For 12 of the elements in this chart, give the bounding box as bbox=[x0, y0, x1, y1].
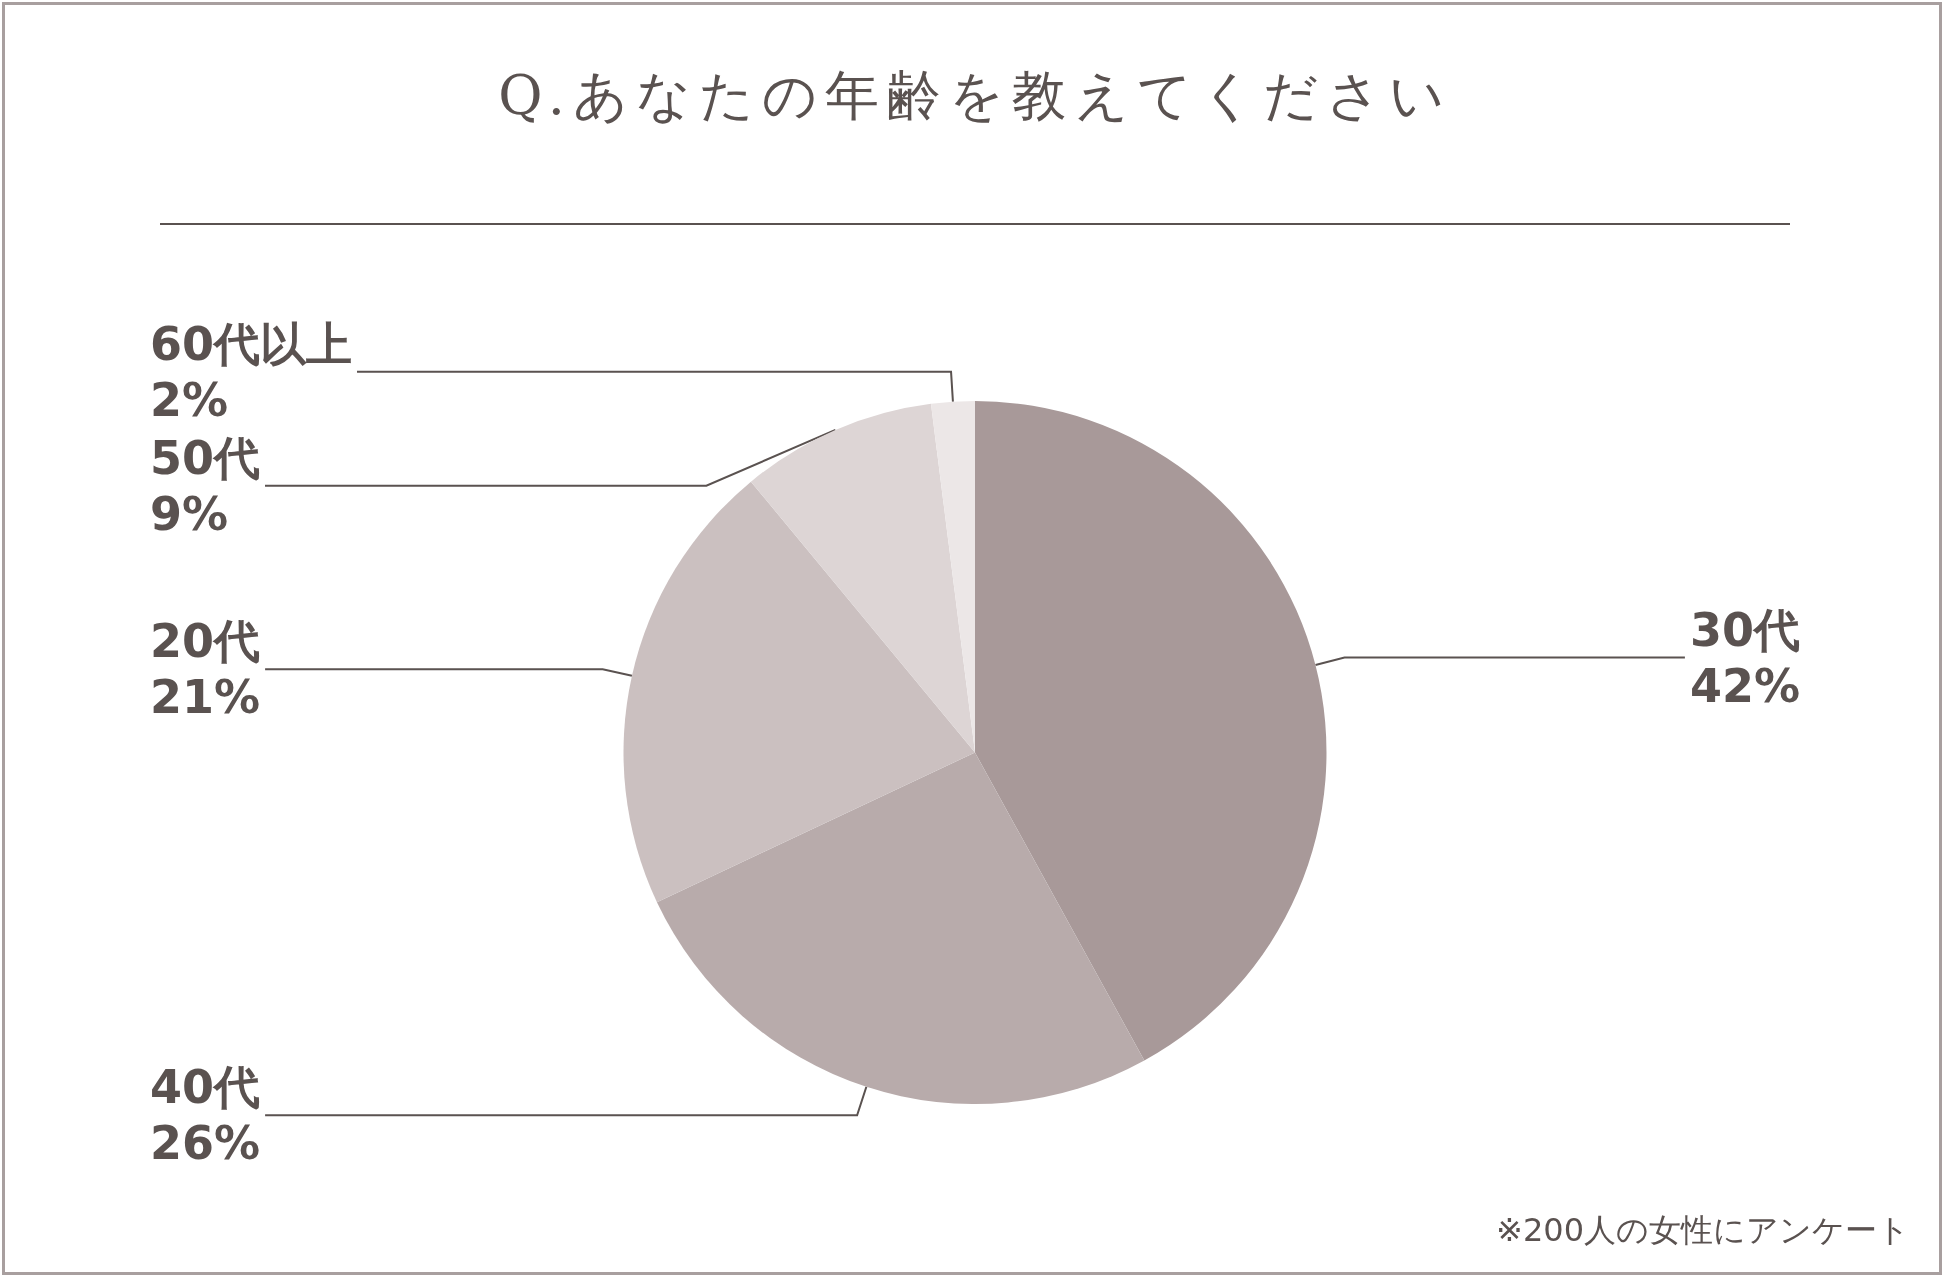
chart-title: Q.あなたの年齢を教えてください bbox=[497, 63, 1453, 129]
data-label: 2% bbox=[150, 372, 229, 427]
data-label: 26% bbox=[150, 1116, 261, 1171]
data-label: 9% bbox=[150, 486, 229, 541]
slice-label: 50代 bbox=[150, 430, 261, 485]
slice-label: 40代 bbox=[150, 1060, 261, 1115]
data-label: 42% bbox=[1689, 658, 1800, 713]
text: ※200人の女性にアンケート bbox=[1496, 1210, 1910, 1251]
slice-label: 20代 bbox=[150, 614, 261, 669]
slice-label: 30代 bbox=[1689, 602, 1800, 657]
data-label: 21% bbox=[150, 670, 261, 725]
slice-label: 60代以上 bbox=[150, 316, 353, 371]
